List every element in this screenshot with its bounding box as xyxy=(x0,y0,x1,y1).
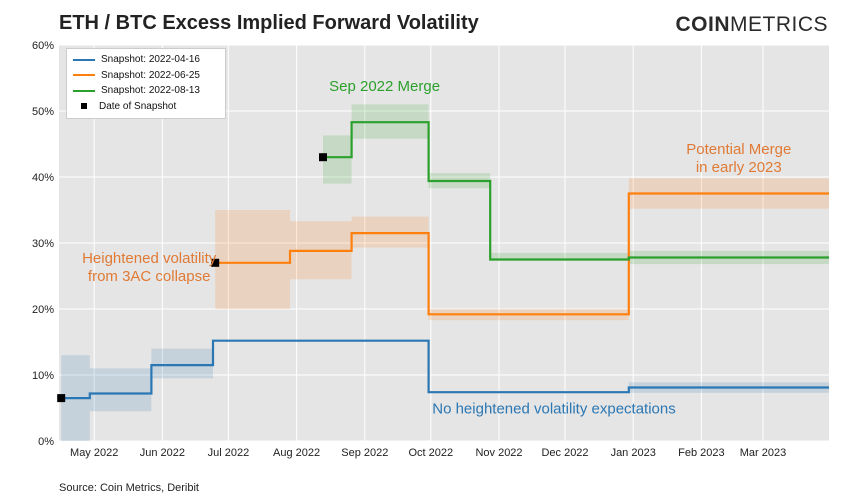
x-tick-label: May 2022 xyxy=(70,447,118,459)
snapshot-marker xyxy=(57,394,66,403)
x-tick-label: Nov 2022 xyxy=(475,447,522,459)
x-tick-label: Feb 2023 xyxy=(678,447,724,459)
series-line xyxy=(215,192,829,316)
annotation-line: from 3AC collapse xyxy=(88,268,211,285)
confidence-band xyxy=(323,135,352,184)
x-tick-label: Aug 2022 xyxy=(273,447,320,459)
legend-item-green: Snapshot: 2022-08-13 xyxy=(73,83,219,99)
legend-label: Snapshot: 2022-06-25 xyxy=(101,69,200,81)
legend-item-blue: Snapshot: 2022-04-16 xyxy=(73,52,219,68)
y-tick-label: 10% xyxy=(32,370,54,382)
confidence-band xyxy=(215,210,290,309)
x-tick-label: Jul 2022 xyxy=(208,447,250,459)
source-note: Source: Coin Metrics, Deribit xyxy=(59,482,199,494)
annotation-line: in early 2023 xyxy=(696,159,782,176)
legend-item-snapshot: Date of Snapshot xyxy=(73,99,219,115)
annotation: No heightened volatility expectations xyxy=(432,400,676,417)
logo-light-text: METRICS xyxy=(730,13,828,36)
y-tick-label: 30% xyxy=(32,238,54,250)
annotation-line: No heightened volatility expectations xyxy=(432,400,676,417)
annotation: Potential Merge in early 2023 xyxy=(686,141,791,176)
y-tick-label: 60% xyxy=(32,40,54,52)
legend-item-orange: Snapshot: 2022-06-25 xyxy=(73,68,219,84)
confidence-band xyxy=(490,252,629,261)
legend-label: Snapshot: 2022-08-13 xyxy=(101,85,200,97)
chart-legend: Snapshot: 2022-04-16 Snapshot: 2022-06-2… xyxy=(66,48,226,119)
y-tick-label: 40% xyxy=(32,172,54,184)
annotation-line: Potential Merge xyxy=(686,141,791,158)
legend-line-blue xyxy=(73,58,95,61)
x-tick-label: Oct 2022 xyxy=(408,447,453,459)
x-tick-label: Jun 2022 xyxy=(140,447,185,459)
legend-marker-square xyxy=(81,103,87,110)
series-line xyxy=(323,121,829,261)
x-tick-label: Jan 2023 xyxy=(611,447,656,459)
legend-line-green xyxy=(73,89,95,92)
logo-bold-text: COIN xyxy=(675,13,730,36)
legend-label: Snapshot: 2022-04-16 xyxy=(101,54,200,66)
annotation-line: Heightened volatility xyxy=(82,250,217,267)
coinmetrics-logo: COINMETRICS xyxy=(676,13,829,37)
legend-line-orange xyxy=(73,74,95,77)
y-tick-label: 50% xyxy=(32,106,54,118)
x-tick-label: Dec 2022 xyxy=(541,447,588,459)
snapshot-marker xyxy=(319,153,327,162)
chart-title: ETH / BTC Excess Implied Forward Volatil… xyxy=(59,12,479,34)
series-line xyxy=(61,339,829,400)
x-tick-label: Mar 2023 xyxy=(740,447,786,459)
annotation: Heightened volatility from 3AC collapse xyxy=(82,250,217,285)
legend-label: Date of Snapshot xyxy=(99,100,177,112)
y-tick-label: 20% xyxy=(32,304,54,316)
confidence-band xyxy=(89,368,152,412)
x-tick-label: Sep 2022 xyxy=(341,447,388,459)
confidence-band xyxy=(151,348,213,379)
annotation: Sep 2022 Merge xyxy=(329,78,440,95)
y-tick-label: 0% xyxy=(38,436,54,448)
annotation-line: Sep 2022 Merge xyxy=(329,78,440,95)
snapshot-marker xyxy=(211,258,220,267)
